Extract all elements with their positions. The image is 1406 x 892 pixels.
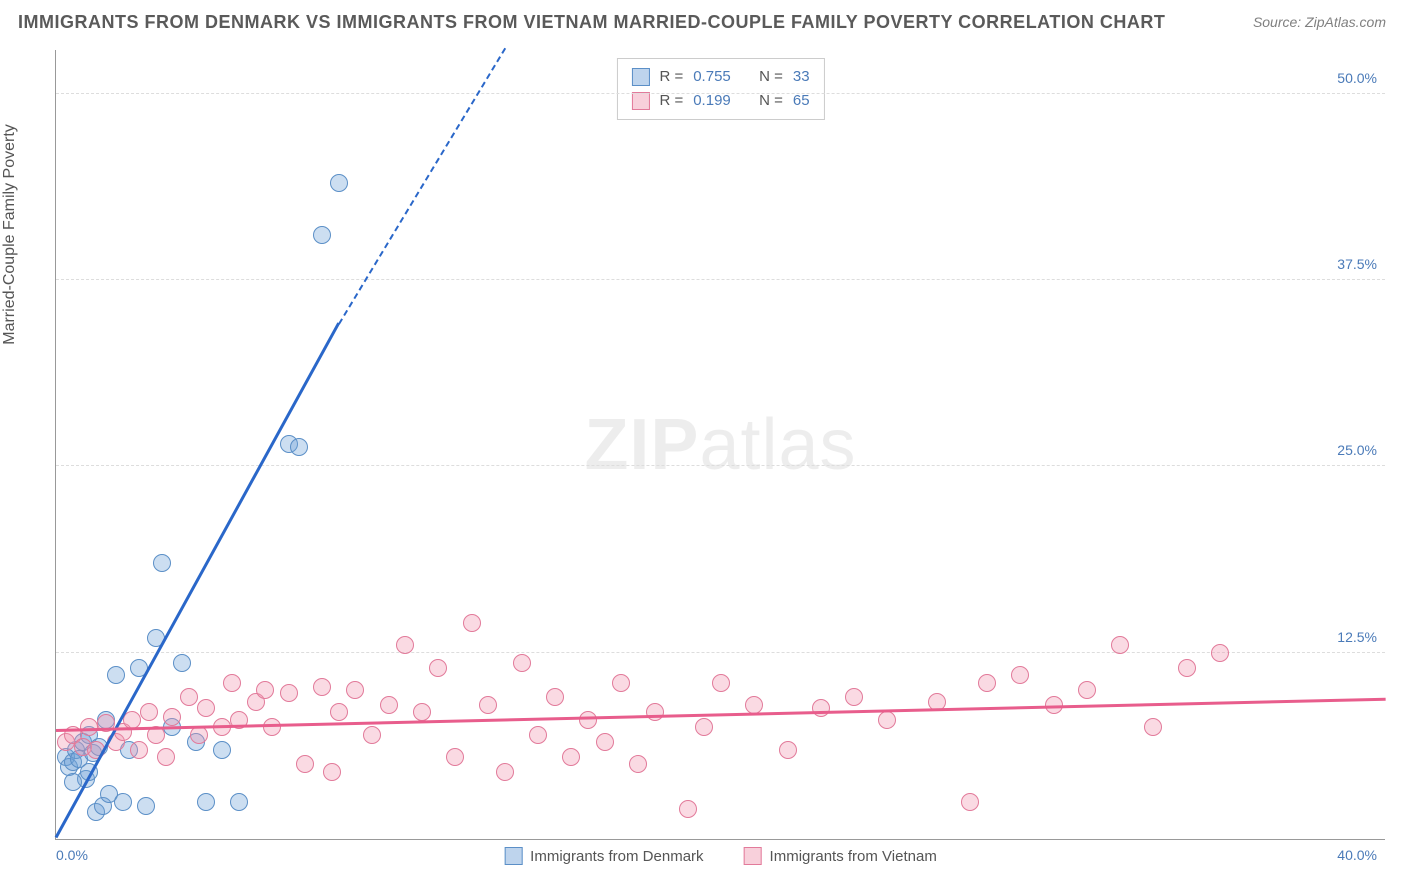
y-axis-label: Married-Couple Family Poverty	[1, 124, 19, 345]
data-point	[197, 793, 215, 811]
data-point	[1178, 659, 1196, 677]
legend-label: Immigrants from Denmark	[530, 848, 703, 865]
data-point	[64, 773, 82, 791]
swatch-icon	[504, 847, 522, 865]
data-point	[313, 678, 331, 696]
legend-correlation-box: R = 0.755 N = 33 R = 0.199 N = 65	[616, 58, 824, 120]
data-point	[296, 755, 314, 773]
data-point	[845, 688, 863, 706]
data-point	[197, 699, 215, 717]
chart-title: IMMIGRANTS FROM DENMARK VS IMMIGRANTS FR…	[18, 12, 1165, 33]
data-point	[745, 696, 763, 714]
data-point	[346, 681, 364, 699]
data-point	[256, 681, 274, 699]
data-point	[463, 614, 481, 632]
swatch-icon	[631, 92, 649, 110]
data-point	[546, 688, 564, 706]
gridline	[56, 465, 1385, 466]
data-point	[330, 174, 348, 192]
r-value: 0.755	[693, 65, 731, 89]
data-point	[1144, 718, 1162, 736]
n-label: N =	[759, 65, 783, 89]
data-point	[213, 741, 231, 759]
r-label: R =	[659, 65, 683, 89]
data-point	[263, 718, 281, 736]
legend-item-denmark: Immigrants from Denmark	[504, 847, 703, 865]
scatter-plot: ZIPatlas R = 0.755 N = 33 R = 0.199 N = …	[55, 50, 1385, 840]
y-tick-label: 50.0%	[1337, 70, 1377, 86]
data-point	[513, 654, 531, 672]
data-point	[562, 748, 580, 766]
data-point	[313, 226, 331, 244]
data-point	[230, 793, 248, 811]
data-point	[479, 696, 497, 714]
x-tick-max: 40.0%	[1337, 847, 1377, 863]
data-point	[173, 654, 191, 672]
data-point	[107, 666, 125, 684]
legend-row-denmark: R = 0.755 N = 33	[631, 65, 809, 89]
y-tick-label: 25.0%	[1337, 442, 1377, 458]
trendline	[338, 48, 506, 325]
swatch-icon	[744, 847, 762, 865]
swatch-icon	[631, 68, 649, 86]
y-tick-label: 12.5%	[1337, 629, 1377, 645]
data-point	[153, 554, 171, 572]
source-attribution: Source: ZipAtlas.com	[1253, 14, 1386, 30]
data-point	[140, 703, 158, 721]
data-point	[114, 793, 132, 811]
n-value: 33	[793, 65, 810, 89]
x-tick-min: 0.0%	[56, 847, 88, 863]
data-point	[529, 726, 547, 744]
gridline	[56, 652, 1385, 653]
gridline	[56, 93, 1385, 94]
data-point	[646, 703, 664, 721]
data-point	[779, 741, 797, 759]
data-point	[1011, 666, 1029, 684]
data-point	[163, 708, 181, 726]
data-point	[978, 674, 996, 692]
y-tick-label: 37.5%	[1337, 256, 1377, 272]
data-point	[961, 793, 979, 811]
data-point	[1078, 681, 1096, 699]
data-point	[380, 696, 398, 714]
data-point	[429, 659, 447, 677]
legend-label: Immigrants from Vietnam	[770, 848, 937, 865]
data-point	[323, 763, 341, 781]
data-point	[130, 741, 148, 759]
data-point	[612, 674, 630, 692]
data-point	[363, 726, 381, 744]
data-point	[137, 797, 155, 815]
data-point	[280, 684, 298, 702]
data-point	[396, 636, 414, 654]
data-point	[629, 755, 647, 773]
data-point	[1111, 636, 1129, 654]
watermark: ZIPatlas	[584, 404, 856, 486]
data-point	[596, 733, 614, 751]
data-point	[413, 703, 431, 721]
data-point	[446, 748, 464, 766]
data-point	[496, 763, 514, 781]
gridline	[56, 279, 1385, 280]
data-point	[223, 674, 241, 692]
data-point	[157, 748, 175, 766]
data-point	[712, 674, 730, 692]
legend-series: Immigrants from Denmark Immigrants from …	[504, 847, 937, 865]
legend-item-vietnam: Immigrants from Vietnam	[744, 847, 937, 865]
data-point	[679, 800, 697, 818]
data-point	[330, 703, 348, 721]
data-point	[579, 711, 597, 729]
data-point	[180, 688, 198, 706]
data-point	[290, 438, 308, 456]
data-point	[1211, 644, 1229, 662]
data-point	[878, 711, 896, 729]
data-point	[695, 718, 713, 736]
